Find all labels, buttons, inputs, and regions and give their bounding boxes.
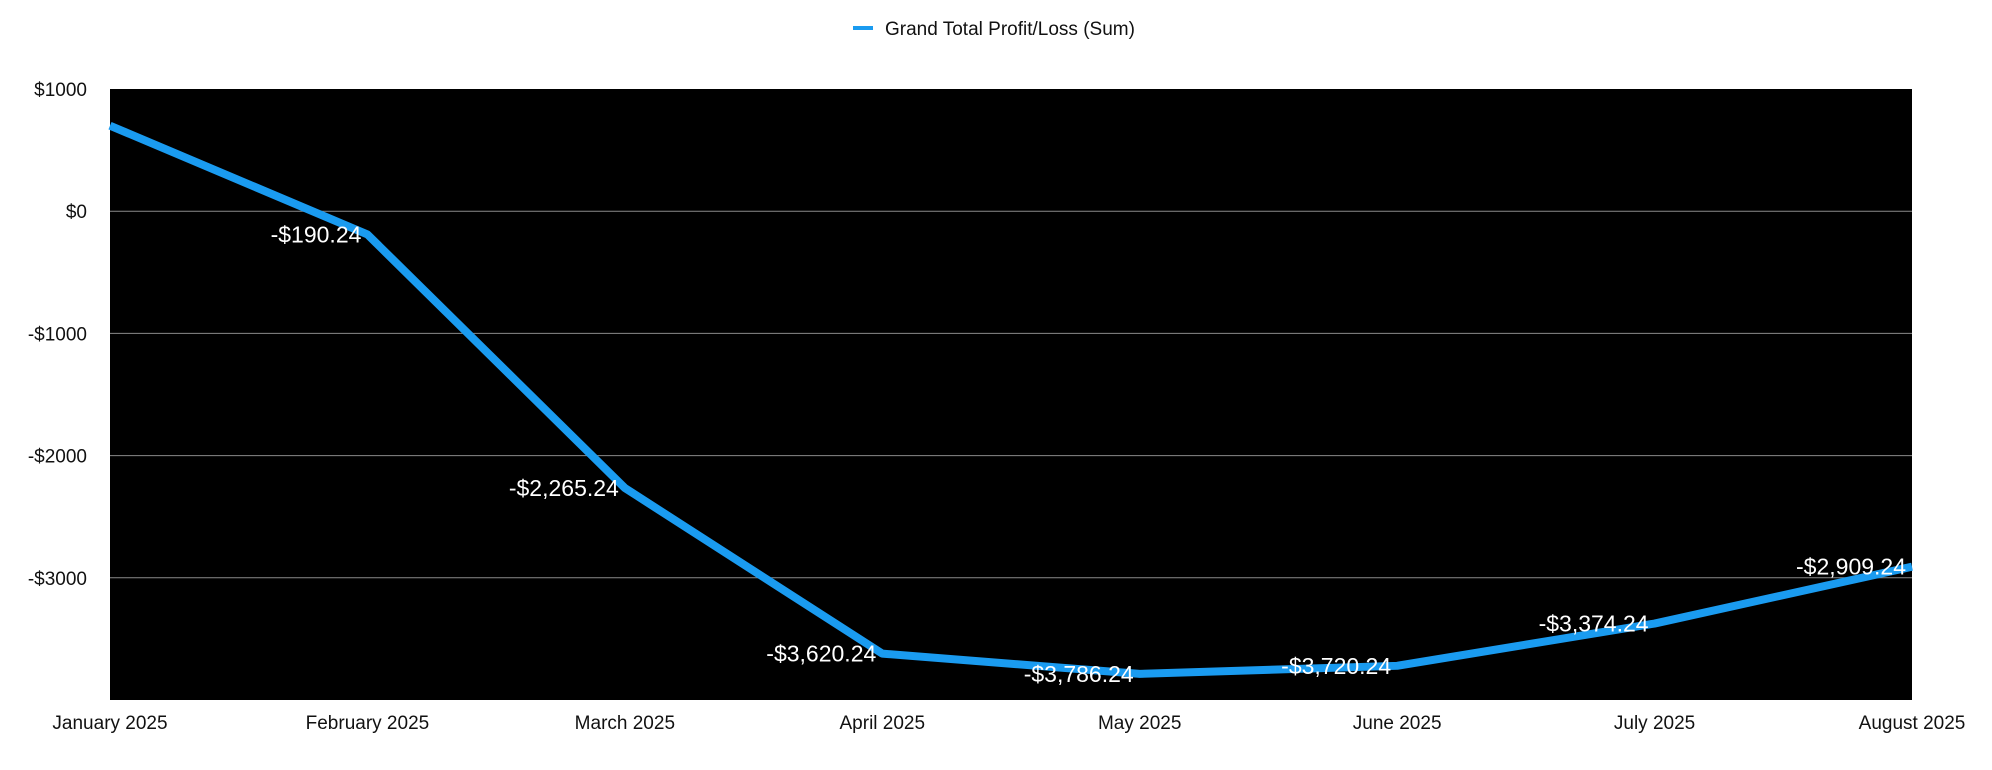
x-tick-label: July 2025	[1614, 713, 1695, 734]
x-tick-label: April 2025	[840, 713, 926, 734]
x-tick-label: March 2025	[575, 713, 675, 734]
x-tick-label: February 2025	[306, 713, 430, 734]
x-tick-label: August 2025	[1859, 713, 1966, 734]
data-label: -$3,374.24	[1539, 611, 1649, 637]
series-line	[108, 121, 1913, 678]
data-label: -$190.24	[271, 221, 362, 247]
y-tick-label: $0	[66, 202, 87, 223]
data-label: -$3,620.24	[766, 641, 876, 667]
plot-area	[110, 89, 1912, 700]
x-tick-label: June 2025	[1353, 713, 1442, 734]
data-labels: -$190.24 -$2,265.24 -$3,620.24 -$3,786.24 -$…	[271, 221, 1907, 686]
gridlines	[110, 210, 1912, 579]
x-tick-label: May 2025	[1098, 713, 1181, 734]
legend-label: Grand Total Profit/Loss (Sum)	[885, 19, 1135, 40]
data-label: -$2,265.24	[509, 475, 619, 501]
data-label: -$2,909.24	[1796, 554, 1906, 580]
y-tick-label: -$3000	[28, 569, 87, 590]
x-tick-label: January 2025	[52, 713, 167, 734]
y-tick-label: -$1000	[28, 324, 87, 345]
legend: Grand Total Profit/Loss (Sum)	[853, 19, 1135, 40]
y-tick-label: $1000	[34, 80, 87, 101]
y-tick-label: -$2000	[28, 447, 87, 468]
data-label: -$3,720.24	[1281, 653, 1391, 679]
data-label: -$3,786.24	[1024, 661, 1134, 687]
y-axis-tick-labels: $1000 $0 -$1000 -$2000 -$3000	[28, 80, 87, 590]
x-axis-tick-labels: January 2025 February 2025 March 2025 April…	[52, 713, 1965, 734]
